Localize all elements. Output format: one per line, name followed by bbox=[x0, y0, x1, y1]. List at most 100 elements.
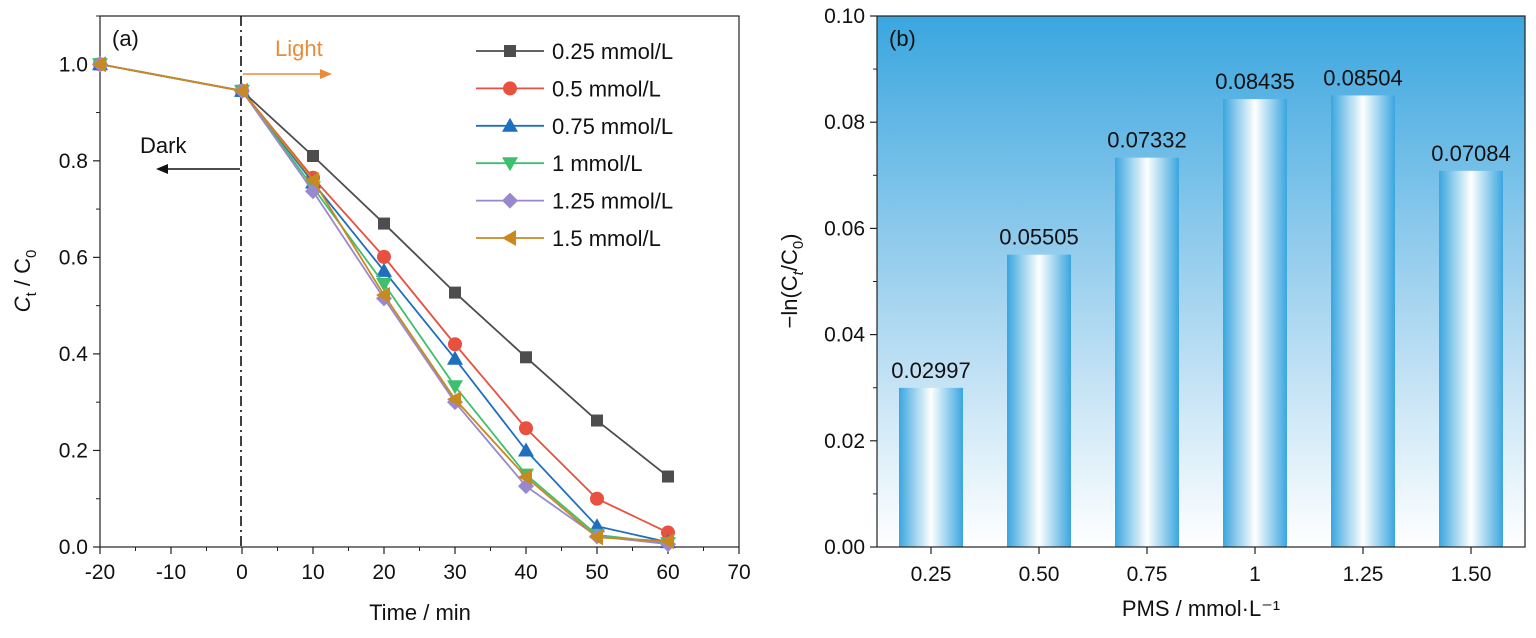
panel-label-a: (a) bbox=[112, 26, 139, 51]
y-axis-ticks-b: 0.00 0.02 0.04 0.06 0.08 0.10 bbox=[824, 5, 877, 559]
data-point-triangle-up bbox=[589, 518, 605, 533]
data-point-triangle-left bbox=[518, 469, 532, 486]
y-tick-label: 0.6 bbox=[59, 246, 88, 269]
plot-frame-a bbox=[99, 15, 740, 548]
x-tick-label-b: 1 bbox=[1249, 563, 1261, 586]
y-tick-label: 0.8 bbox=[59, 150, 88, 173]
bar-0.75 bbox=[1115, 157, 1179, 547]
y-tick-label: 0.0 bbox=[59, 536, 88, 559]
series-line bbox=[99, 63, 669, 478]
legend-item: 0.25 mmol/L bbox=[476, 39, 673, 64]
data-point-circle bbox=[503, 81, 517, 96]
data-point-circle bbox=[377, 249, 391, 264]
x-tick-label: 40 bbox=[514, 561, 537, 584]
data-point-square bbox=[504, 45, 516, 57]
legend-label: 1.25 mmol/L bbox=[552, 189, 673, 214]
x-tick-label: 70 bbox=[727, 561, 750, 584]
data-point-circle bbox=[448, 337, 462, 352]
legend-label: 0.75 mmol/L bbox=[552, 114, 673, 139]
light-annotation: Light bbox=[275, 36, 323, 61]
bar-1 bbox=[1223, 99, 1287, 547]
data-point-square bbox=[520, 351, 532, 364]
bar-0.25 bbox=[899, 387, 963, 547]
bar-chart-panel: 0.02997 0.05505 0.07332 0.08435 0.08504 0.070… bbox=[777, 5, 1526, 621]
bar-value-label: 0.08504 bbox=[1323, 65, 1403, 90]
data-point-diamond bbox=[502, 192, 518, 209]
bar-value-label: 0.07084 bbox=[1431, 141, 1511, 166]
y-tick-label-b: 0.08 bbox=[824, 111, 865, 134]
x-tick-label-b: 1.50 bbox=[1451, 563, 1492, 586]
x-tick-label: 60 bbox=[656, 561, 679, 584]
bar-1.25 bbox=[1331, 95, 1395, 548]
data-point-square bbox=[449, 286, 461, 299]
data-point-square bbox=[307, 149, 319, 162]
x-tick-label-b: 0.25 bbox=[911, 563, 952, 586]
y-tick-label: 0.4 bbox=[59, 343, 89, 366]
bar-value-label: 0.08435 bbox=[1215, 69, 1295, 94]
data-point-triangle-left bbox=[502, 230, 516, 246]
y-tick-label-b: 0.04 bbox=[824, 324, 865, 347]
y-axis-title-b: −ln(Ct/C0) bbox=[777, 233, 807, 328]
legend-item: 0.75 mmol/L bbox=[476, 114, 673, 139]
x-tick-label: 10 bbox=[301, 561, 324, 584]
bar-value-label: 0.07332 bbox=[1107, 128, 1187, 153]
dark-annotation: Dark bbox=[140, 133, 187, 158]
line-chart-panel: -20 -10 0 10 20 30 40 50 60 70 0.0 0.2 0.4 0.6 0.8 1.0… bbox=[10, 15, 751, 625]
y-tick-label-b: 0.00 bbox=[824, 536, 865, 559]
y-tick-label-b: 0.06 bbox=[824, 217, 865, 240]
data-point-triangle-left bbox=[376, 287, 390, 304]
x-tick-label: 50 bbox=[585, 561, 608, 584]
data-point-triangle-up bbox=[447, 350, 463, 365]
y-axis-title-a: Ct / C0 bbox=[10, 250, 40, 313]
data-point-triangle-down bbox=[376, 277, 392, 292]
y-axis-ticks: 0.0 0.2 0.4 0.6 0.8 1.0 bbox=[59, 15, 100, 559]
legend: 0.25 mmol/L 0.5 mmol/L 0.75 mmol/L 1 mmol/L… bbox=[476, 39, 673, 251]
x-tick-label: 20 bbox=[372, 561, 395, 584]
data-point-triangle-left bbox=[660, 533, 674, 550]
data-point-triangle-left bbox=[92, 56, 106, 73]
data-point-triangle-left bbox=[447, 391, 461, 408]
data-point-triangle-up bbox=[518, 442, 534, 457]
data-point-circle bbox=[519, 421, 533, 436]
data-point-triangle-down bbox=[502, 157, 518, 172]
x-tick-label: 30 bbox=[443, 561, 466, 584]
data-point-triangle-up bbox=[502, 117, 518, 132]
y-tick-label-b: 0.02 bbox=[824, 430, 865, 453]
x-tick-label-b: 0.75 bbox=[1127, 563, 1168, 586]
data-point-triangle-down bbox=[447, 380, 463, 395]
bar-value-label: 0.02997 bbox=[891, 358, 971, 383]
data-point-square bbox=[662, 470, 674, 483]
bar-series: 0.02997 0.05505 0.07332 0.08435 0.08504 0.070… bbox=[891, 65, 1511, 548]
data-point-triangle-left bbox=[234, 82, 248, 99]
bar-1.50 bbox=[1439, 170, 1503, 547]
legend-label: 1 mmol/L bbox=[552, 151, 642, 176]
data-point-square bbox=[591, 414, 603, 427]
series-1-5-mmol-L bbox=[92, 56, 674, 550]
panel-label-b: (b) bbox=[889, 26, 916, 51]
x-axis-title-b: PMS / mmol·L⁻¹ bbox=[1122, 596, 1280, 621]
series-0-25-mmol-L bbox=[94, 58, 674, 483]
x-tick-label-b: 1.25 bbox=[1343, 563, 1384, 586]
data-point-square bbox=[378, 217, 390, 230]
legend-item: 1.5 mmol/L bbox=[476, 226, 661, 251]
plot-background-b bbox=[877, 16, 1525, 547]
y-tick-label: 0.2 bbox=[59, 439, 88, 462]
x-axis-title-a: Time / min bbox=[369, 600, 471, 625]
x-tick-label: -10 bbox=[156, 561, 186, 584]
legend-item: 1.25 mmol/L bbox=[476, 189, 673, 214]
light-arrow-head bbox=[320, 69, 332, 79]
data-point-triangle-left bbox=[589, 529, 603, 546]
y-tick-label-b: 0.10 bbox=[824, 5, 865, 28]
data-point-triangle-up bbox=[376, 262, 392, 277]
data-point-circle bbox=[590, 491, 604, 506]
bar-value-label: 0.05505 bbox=[999, 225, 1079, 250]
y-tick-label: 1.0 bbox=[59, 53, 88, 76]
dark-arrow-head bbox=[156, 164, 168, 174]
data-point-triangle-left bbox=[305, 172, 319, 189]
x-tick-label: 0 bbox=[236, 561, 248, 584]
x-axis-ticks-b: 0.25 0.50 0.75 1 1.25 1.50 bbox=[911, 547, 1492, 586]
legend-item: 0.5 mmol/L bbox=[476, 76, 661, 101]
x-tick-label-b: 0.50 bbox=[1019, 563, 1060, 586]
